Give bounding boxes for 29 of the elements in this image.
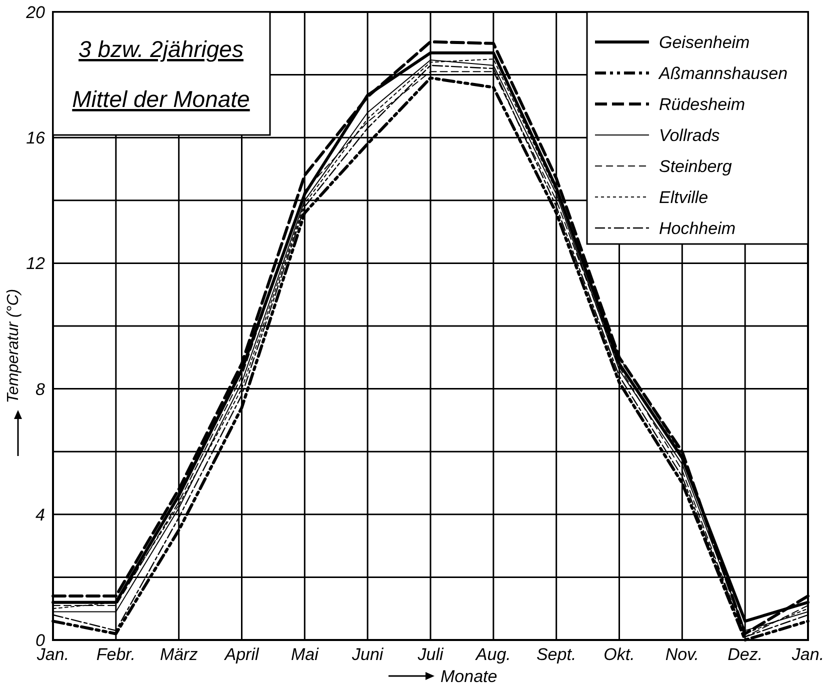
x-tick-label: März xyxy=(160,645,198,664)
legend-label: Hochheim xyxy=(659,218,736,238)
x-axis-title: Monate xyxy=(440,667,498,686)
legend-label: Rüdesheim xyxy=(659,94,745,114)
text: 3 bzw. 2jähriges xyxy=(78,36,244,62)
x-tick-label: Mai xyxy=(290,645,320,664)
x-tick-label: Nov. xyxy=(665,645,700,664)
x-tick-label: Juli xyxy=(416,645,444,664)
x-tick-label: Febr. xyxy=(96,645,136,664)
x-tick-label: Jan. xyxy=(36,645,70,664)
y-axis-title: Temperatur (°C) xyxy=(5,288,22,404)
text: Mittel der Monate xyxy=(72,86,250,112)
y-tick-label: 16 xyxy=(26,128,46,148)
x-tick-label: Sept. xyxy=(536,645,576,664)
x-tick-label: Juni xyxy=(350,645,384,664)
y-tick-label: 8 xyxy=(36,380,46,399)
x-tick-label: Aug. xyxy=(474,645,511,664)
legend-label: Steinberg xyxy=(659,156,732,176)
legend-label: Geisenheim xyxy=(659,32,750,52)
x-tick-label: April xyxy=(224,645,260,664)
legend-label: Aßmannshausen xyxy=(658,64,788,83)
y-tick-label: 4 xyxy=(36,505,45,524)
y-tick-label: 12 xyxy=(26,254,46,274)
x-tick-label: Jan. xyxy=(790,645,824,664)
legend-label: Eltville xyxy=(659,188,708,207)
x-tick-label: Okt. xyxy=(604,645,635,664)
legend-label: Vollrads xyxy=(659,126,720,145)
x-tick-label: Dez. xyxy=(728,645,763,664)
y-tick-label: 20 xyxy=(25,2,46,22)
